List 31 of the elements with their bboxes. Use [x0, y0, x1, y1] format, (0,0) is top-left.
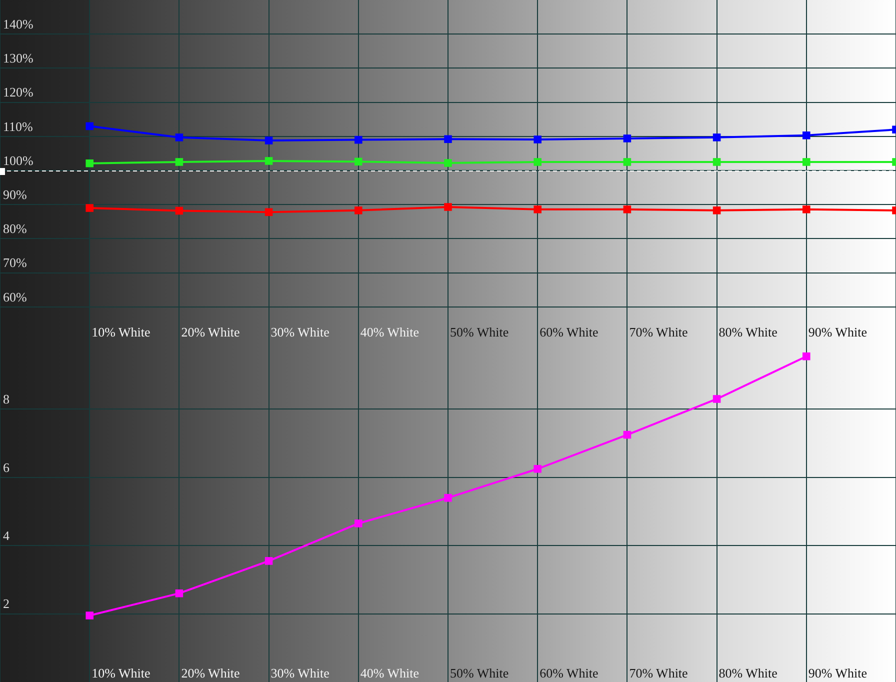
y-tick-label: 140% — [3, 16, 34, 32]
x-tick-label: 80% White — [718, 666, 778, 681]
y-tick-label: 6 — [3, 460, 10, 475]
x-tick-label: 70% White — [629, 324, 688, 340]
x-tick-label: 10% White — [92, 666, 150, 681]
x-tick-label: 50% White — [450, 324, 509, 340]
x-tick-label: 40% White — [360, 324, 420, 340]
x-tick-label: 10% White — [92, 324, 150, 340]
y-tick-label: 70% — [3, 255, 27, 270]
x-tick-label: 30% White — [270, 666, 330, 681]
y-tick-label: 8 — [3, 392, 10, 407]
x-tick-label: 70% White — [629, 666, 688, 681]
x-tick-label: 90% White — [808, 324, 868, 340]
y-tick-label: 80% — [3, 221, 27, 236]
x-tick-label: 50% White — [450, 666, 509, 681]
x-tick-label: 20% White — [181, 324, 240, 340]
x-tick-label: 60% White — [540, 324, 598, 340]
x-tick-label: 30% White — [270, 324, 330, 340]
y-tick-label: 90% — [3, 187, 27, 202]
x-tick-label: 80% White — [718, 324, 778, 340]
x-tick-label: 20% White — [181, 666, 240, 681]
y-tick-label: 130% — [3, 50, 34, 66]
x-tick-label: 90% White — [808, 666, 868, 681]
y-tick-label: 2 — [3, 596, 10, 612]
y-tick-label: 60% — [3, 289, 27, 304]
x-tick-label: 40% White — [360, 666, 420, 681]
y-tick-label: 110% — [3, 118, 34, 134]
x-tick-label: 60% White — [540, 666, 598, 681]
y-tick-label: 120% — [3, 84, 34, 100]
y-tick-label: 100% — [3, 152, 34, 168]
y-tick-label: 4 — [3, 528, 10, 544]
